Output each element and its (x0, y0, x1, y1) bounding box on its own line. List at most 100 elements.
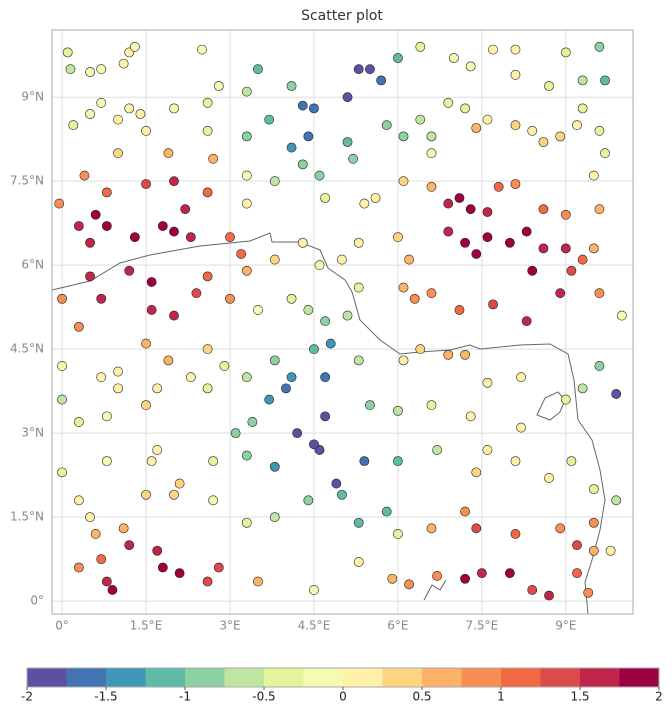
colorbar-bin (382, 668, 423, 687)
point (577, 383, 588, 394)
point (426, 181, 437, 192)
point (465, 411, 476, 422)
point (510, 69, 521, 80)
point (157, 221, 168, 231)
point (57, 394, 67, 405)
point (393, 53, 403, 63)
point (454, 193, 465, 203)
point (57, 361, 67, 371)
point (370, 193, 381, 203)
point (113, 383, 123, 394)
point (471, 123, 482, 133)
point (538, 137, 549, 147)
point (510, 44, 521, 55)
point (605, 545, 616, 556)
point (96, 64, 107, 75)
point (101, 411, 112, 422)
point (600, 75, 610, 86)
point (309, 344, 319, 355)
point (342, 137, 353, 147)
x-tick-label: 7.5°E (466, 619, 499, 633)
point (281, 383, 291, 394)
colorbar-tick-label: 1 (497, 690, 505, 704)
point (337, 254, 347, 265)
point (85, 109, 95, 119)
point (96, 293, 107, 304)
point (135, 109, 146, 119)
point (309, 585, 319, 595)
point (588, 517, 599, 528)
point (241, 450, 252, 461)
point (460, 506, 470, 517)
plot-frame (51, 29, 634, 615)
colorbar-bin (27, 668, 67, 687)
point (320, 193, 331, 203)
point (152, 383, 163, 394)
point (544, 590, 554, 601)
point (393, 232, 403, 243)
point (101, 576, 112, 587)
y-tick-label: 4.5°N (10, 342, 44, 356)
point (544, 81, 554, 91)
point (393, 456, 403, 467)
point (163, 148, 174, 159)
point (476, 568, 487, 579)
point (202, 187, 213, 198)
point (79, 170, 90, 181)
point (264, 394, 275, 405)
point (393, 529, 403, 539)
point (448, 53, 459, 63)
point (482, 114, 493, 125)
colorbar-bin (501, 668, 541, 687)
point (521, 226, 532, 237)
point (527, 585, 538, 595)
point (560, 209, 571, 220)
point (460, 237, 470, 248)
point (393, 405, 403, 416)
x-tick-label: 3°E (219, 619, 240, 633)
point (504, 237, 515, 248)
colorbar-tick-label: 1.5 (570, 690, 589, 704)
point (482, 377, 493, 388)
point (264, 114, 275, 125)
point (208, 456, 219, 467)
point (443, 349, 454, 360)
point (213, 562, 224, 573)
colorbar-bin (540, 668, 581, 687)
coastline-inlet (423, 579, 447, 601)
point (381, 506, 392, 517)
point (353, 237, 364, 248)
colorbar-bin (145, 668, 186, 687)
point (146, 277, 157, 287)
point (85, 512, 95, 523)
point (465, 61, 476, 72)
point (588, 170, 599, 181)
point (213, 81, 224, 91)
point (560, 243, 571, 254)
point (174, 568, 185, 579)
point (113, 148, 123, 159)
point (516, 422, 526, 433)
point (180, 204, 191, 215)
point (286, 293, 297, 304)
colorbar-bin (66, 668, 107, 687)
colorbar-bin (106, 668, 146, 687)
point (57, 467, 67, 478)
point (202, 344, 213, 355)
point (124, 540, 135, 551)
y-tick-label: 0° (30, 594, 44, 608)
point (230, 428, 241, 439)
point (460, 103, 470, 114)
point (577, 103, 588, 114)
point (359, 198, 370, 209)
point (426, 523, 437, 534)
point (588, 484, 599, 495)
point (253, 576, 263, 587)
point (594, 288, 605, 299)
point (521, 316, 532, 327)
point (96, 97, 107, 108)
point (169, 310, 179, 321)
colorbar-bin (224, 668, 265, 687)
y-tick-label: 1.5°N (10, 510, 44, 524)
